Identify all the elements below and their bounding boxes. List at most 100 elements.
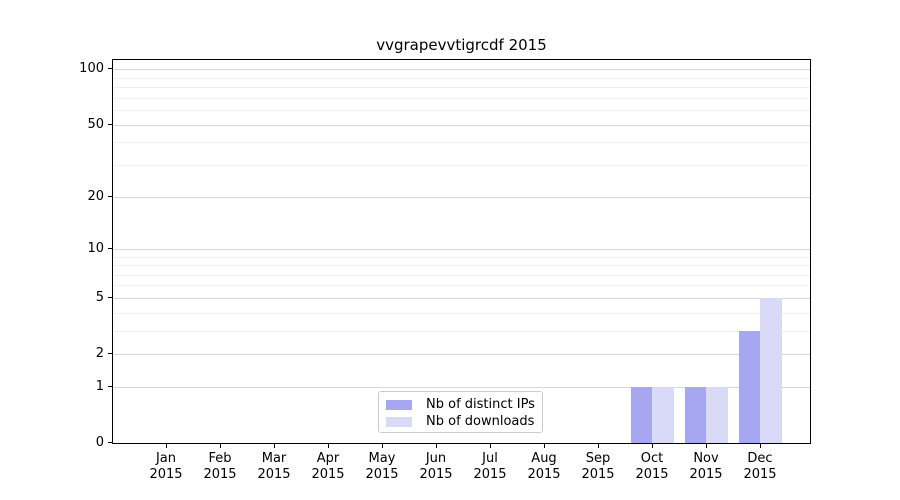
x-tick-label-line: 2015	[743, 467, 777, 482]
y-tick-label-10: 10	[87, 241, 104, 256]
legend-swatch-distinct-ips	[386, 400, 412, 410]
y-tick-mark-1	[108, 386, 112, 387]
x-tick-mark-oct-2015	[652, 444, 653, 448]
x-tick-label-apr-2015: Apr 2015	[293, 451, 363, 483]
gridline-20	[113, 197, 810, 198]
x-tick-mark-may-2015	[382, 444, 383, 448]
gridline-2	[113, 354, 810, 355]
gridline-30	[113, 165, 810, 166]
y-tick-mark-10	[108, 248, 112, 249]
y-tick-label-5: 5	[95, 290, 104, 305]
gridline-100	[113, 69, 810, 70]
x-tick-label-line: 2015	[581, 467, 615, 482]
bar-nb-of-downloads-nov-2015	[706, 387, 728, 443]
gridline-40	[113, 142, 810, 143]
legend: Nb of distinct IPs Nb of downloads	[378, 391, 543, 433]
x-tick-mark-dec-2015	[760, 444, 761, 448]
x-tick-label-nov-2015: Nov 2015	[671, 451, 741, 483]
gridline-70	[113, 98, 810, 99]
x-tick-label-line: 2015	[527, 467, 561, 482]
y-tick-label-1: 1	[95, 379, 104, 394]
x-tick-label-line: Dec	[747, 451, 773, 466]
x-tick-label-line: 2015	[419, 467, 453, 482]
y-tick-label-0: 0	[95, 435, 104, 450]
x-tick-label-jan-2015: Jan 2015	[131, 451, 201, 483]
x-tick-label-dec-2015: Dec 2015	[725, 451, 795, 483]
bar-nb-of-distinct-ips-oct-2015	[630, 387, 652, 443]
x-tick-label-line: 2015	[311, 467, 345, 482]
x-tick-label-line: 2015	[149, 467, 183, 482]
x-tick-label-line: May	[368, 451, 396, 466]
legend-swatch-downloads	[386, 417, 412, 427]
x-tick-mark-jan-2015	[166, 444, 167, 448]
x-tick-label-jul-2015: Jul 2015	[455, 451, 525, 483]
gridline-5	[113, 298, 810, 299]
x-tick-mark-jun-2015	[436, 444, 437, 448]
x-tick-label-line: Jul	[482, 451, 498, 466]
y-tick-mark-50	[108, 124, 112, 125]
x-tick-label-mar-2015: Mar 2015	[239, 451, 309, 483]
bars-layer	[113, 60, 810, 443]
x-tick-mark-mar-2015	[274, 444, 275, 448]
x-tick-label-aug-2015: Aug 2015	[509, 451, 579, 483]
x-tick-mark-nov-2015	[706, 444, 707, 448]
bar-nb-of-distinct-ips-nov-2015	[684, 387, 706, 443]
x-tick-mark-jul-2015	[490, 444, 491, 448]
x-tick-mark-apr-2015	[328, 444, 329, 448]
x-tick-label-line: Aug	[531, 451, 557, 466]
y-tick-label-100: 100	[79, 61, 104, 76]
x-tick-label-line: Oct	[640, 451, 664, 466]
x-tick-label-line: 2015	[365, 467, 399, 482]
x-tick-label-line: Sep	[585, 451, 611, 466]
gridline-8	[113, 265, 810, 266]
legend-label-downloads: Nb of downloads	[426, 414, 535, 429]
legend-label-distinct-ips: Nb of distinct IPs	[426, 397, 535, 412]
x-tick-mark-aug-2015	[544, 444, 545, 448]
y-tick-mark-20	[108, 196, 112, 197]
gridline-50	[113, 125, 810, 126]
x-tick-label-jun-2015: Jun 2015	[401, 451, 471, 483]
gridline-90	[113, 78, 810, 79]
gridline-9	[113, 257, 810, 258]
x-tick-label-feb-2015: Feb 2015	[185, 451, 255, 483]
x-tick-label-line: Feb	[208, 451, 232, 466]
x-tick-label-oct-2015: Oct 2015	[617, 451, 687, 483]
x-tick-label-line: Jan	[155, 451, 177, 466]
gridline-7	[113, 275, 810, 276]
x-tick-label-line: 2015	[203, 467, 237, 482]
y-tick-mark-2	[108, 353, 112, 354]
gridline-3	[113, 331, 810, 332]
y-tick-label-2: 2	[95, 346, 104, 361]
y-tick-label-50: 50	[87, 117, 104, 132]
plot-area	[112, 59, 811, 444]
x-tick-label-line: 2015	[635, 467, 669, 482]
x-tick-label-may-2015: May 2015	[347, 451, 417, 483]
legend-item-distinct-ips: Nb of distinct IPs	[386, 397, 542, 413]
y-tick-label-20: 20	[87, 189, 104, 204]
bar-nb-of-downloads-dec-2015	[760, 298, 782, 443]
y-tick-mark-0	[108, 442, 112, 443]
x-tick-label-line: Apr	[316, 451, 340, 466]
chart-title: vvgrapevvtigrcdf 2015	[376, 36, 547, 54]
x-tick-label-line: 2015	[257, 467, 291, 482]
bar-nb-of-downloads-oct-2015	[652, 387, 674, 443]
legend-item-downloads: Nb of downloads	[386, 414, 542, 430]
gridline-80	[113, 87, 810, 88]
gridline-4	[113, 313, 810, 314]
gridline-1	[113, 387, 810, 388]
x-tick-label-line: Jun	[425, 451, 447, 466]
y-tick-mark-100	[108, 68, 112, 69]
bar-nb-of-distinct-ips-dec-2015	[738, 331, 760, 443]
x-tick-mark-sep-2015	[598, 444, 599, 448]
gridline-60	[113, 110, 810, 111]
x-tick-label-line: 2015	[473, 467, 507, 482]
x-tick-label-line: Nov	[693, 451, 719, 466]
gridline-10	[113, 249, 810, 250]
y-tick-mark-5	[108, 297, 112, 298]
x-tick-label-line: Mar	[261, 451, 287, 466]
x-tick-label-sep-2015: Sep 2015	[563, 451, 633, 483]
x-tick-label-line: 2015	[689, 467, 723, 482]
gridlines-layer	[113, 60, 810, 443]
x-tick-mark-feb-2015	[220, 444, 221, 448]
